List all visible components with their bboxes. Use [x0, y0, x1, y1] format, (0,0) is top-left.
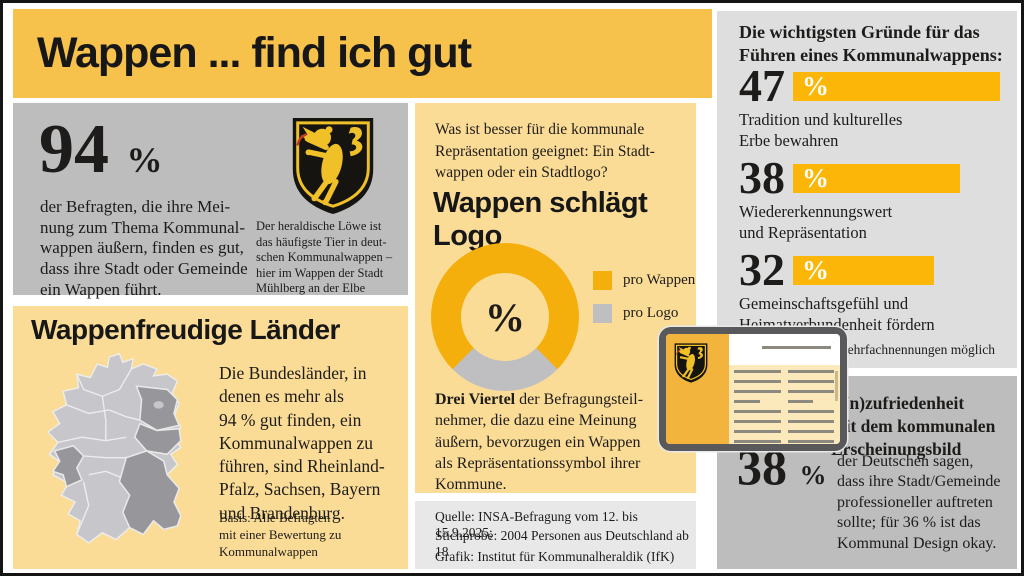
- reason-bar: %: [793, 71, 1000, 101]
- coat-of-arms-caption: Der heraldische Löwe ist das häufigste T…: [256, 219, 393, 295]
- legend-swatch-wappen: [593, 271, 612, 290]
- germany-map: [46, 352, 182, 544]
- header-bar: Wappen ... find ich gut: [13, 9, 712, 98]
- laender-box: Wappenfreudige Länder Die Bundesländer, …: [13, 306, 408, 569]
- legend-item-logo: pro Logo: [593, 304, 695, 323]
- reason-value: 38: [739, 152, 785, 203]
- stat-94-box: 94 % der Befragten, die ihre Mei- nung z…: [13, 103, 408, 299]
- laender-text: Die Bundesländer, in denen es mehr als 9…: [219, 363, 385, 523]
- reason-label: Tradition und kulturelles Erbe bewahren: [739, 110, 903, 150]
- donut-legend: pro Wappen pro Logo: [593, 271, 695, 337]
- stat-94-text: der Befragten, die ihre Mei- nung zum Th…: [40, 197, 248, 299]
- legend-swatch-logo: [593, 304, 612, 323]
- credit-line: Grafik: Institut für Kommunalheraldik (I…: [435, 549, 675, 564]
- donut-chart: %: [431, 243, 579, 391]
- reason-bar: %: [793, 163, 961, 193]
- coat-of-arms-icon: [286, 115, 380, 217]
- reason-item: 47% Tradition und kulturelles Erbe bewah…: [739, 63, 1009, 151]
- tablet-screen: [666, 334, 840, 444]
- stat-94-value: 94 %: [39, 111, 163, 188]
- reason-label: Wiedererkennungswert und Repräsentation: [739, 202, 893, 242]
- source-line: Stichprobe: 2004 Personen aus Deutschlan…: [435, 528, 689, 559]
- reason-bar: %: [793, 255, 934, 285]
- highlighted-states: [51, 385, 182, 536]
- tablet-header-area: [728, 334, 840, 365]
- reason-item: 32% Gemeinschaftsgefühl und Heimatverbun…: [739, 247, 1009, 335]
- reasons-box: Die wichtigsten Gründe für das Führen ei…: [717, 11, 1017, 368]
- tablet-document: [728, 364, 840, 444]
- laender-basis-note: Basis: Alle Befragten mit einer Bewertun…: [219, 510, 342, 560]
- comparison-heading: Wappen schlägt Logo: [433, 187, 648, 252]
- coat-of-arms-icon: [673, 341, 709, 384]
- reasons-heading: Die wichtigsten Gründe für das Führen ei…: [739, 22, 1003, 66]
- tablet-illustration: [659, 327, 847, 451]
- comparison-question: Was ist besser für die kommunale Repräse…: [435, 121, 655, 182]
- comparison-conclusion: Drei Viertel der Befragungsteil- nehmer,…: [435, 391, 644, 494]
- satisfaction-text: der Deutschen sagen, dass ihre Stadt/Gem…: [837, 453, 1001, 552]
- legend-item-wappen: pro Wappen: [593, 271, 695, 290]
- source-box: Quelle: INSA-Befragung vom 12. bis 15.9.…: [415, 501, 696, 569]
- laender-heading: Wappenfreudige Länder: [31, 314, 340, 345]
- source-line: Quelle: INSA-Befragung vom 12. bis 15.9.…: [435, 509, 638, 540]
- donut-center: %: [461, 273, 549, 361]
- reason-value: 47: [739, 60, 785, 111]
- reason-item: 38% Wiedererkennungswert und Repräsentat…: [739, 155, 1009, 243]
- reason-label: Gemeinschaftsgefühl und Heimatverbundenh…: [739, 294, 935, 334]
- satisfaction-heading: (Un)zufriedenheit mit dem kommunalen Ers…: [831, 393, 996, 459]
- tablet-scrollbar: [834, 371, 838, 402]
- comparison-box: Was ist besser für die kommunale Repräse…: [415, 103, 696, 493]
- page-title: Wappen ... find ich gut: [37, 29, 472, 77]
- reason-value: 32: [739, 244, 785, 295]
- multi-answer-note: Mehrfachnennungen möglich: [835, 342, 995, 357]
